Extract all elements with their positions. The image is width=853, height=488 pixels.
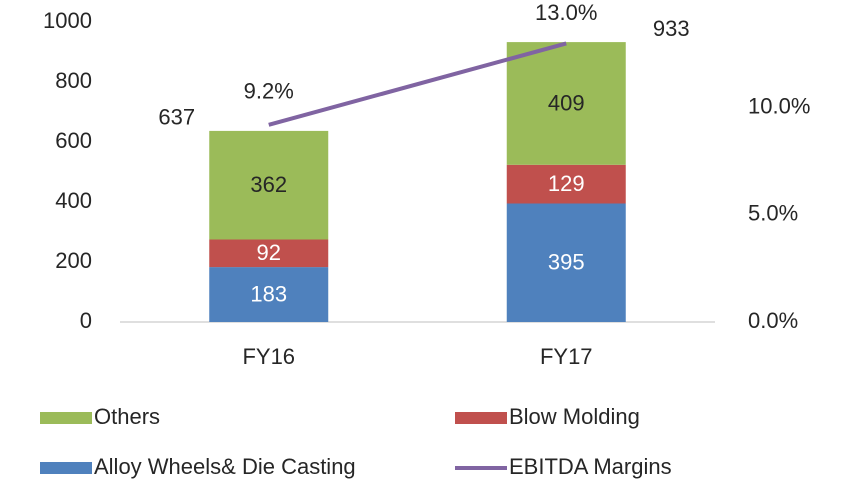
y2-tick-label: 10.0%	[748, 94, 810, 119]
y-tick-label: 1000	[43, 8, 92, 33]
y-tick-label: 400	[55, 188, 92, 213]
bar-segment	[209, 130, 329, 240]
data-label: 92	[257, 240, 281, 265]
legend-swatch	[40, 412, 92, 424]
y-tick-label: 200	[55, 248, 92, 273]
legend-label: Others	[94, 404, 160, 429]
legend-label: Blow Molding	[509, 404, 640, 429]
legend-swatch	[40, 462, 92, 474]
data-label: 362	[250, 172, 287, 197]
bar-segment	[506, 203, 626, 322]
bar-segment	[209, 267, 329, 322]
data-label: 183	[250, 281, 287, 306]
x-tick-label: FY16	[242, 344, 295, 369]
bar-segment	[209, 239, 329, 268]
line-label: 9.2%	[244, 79, 294, 104]
bar-segment	[506, 42, 626, 165]
x-tick-label: FY17	[540, 344, 593, 369]
total-label: 637	[158, 105, 195, 130]
line-label: 13.0%	[535, 0, 597, 25]
y2-tick-label: 5.0%	[748, 201, 798, 226]
y-tick-label: 600	[55, 128, 92, 153]
legend-label: Alloy Wheels& Die Casting	[94, 454, 356, 479]
data-label: 129	[548, 171, 585, 196]
total-label: 933	[653, 16, 690, 41]
legend-label: EBITDA Margins	[509, 454, 672, 479]
data-label: 395	[548, 250, 585, 275]
data-label: 409	[548, 90, 585, 115]
y-tick-label: 800	[55, 68, 92, 93]
bar-segment	[506, 164, 626, 204]
line	[268, 41, 567, 127]
y-tick-label: 0	[80, 308, 92, 333]
legend-swatch	[455, 412, 507, 424]
y2-tick-label: 0.0%	[748, 308, 798, 333]
